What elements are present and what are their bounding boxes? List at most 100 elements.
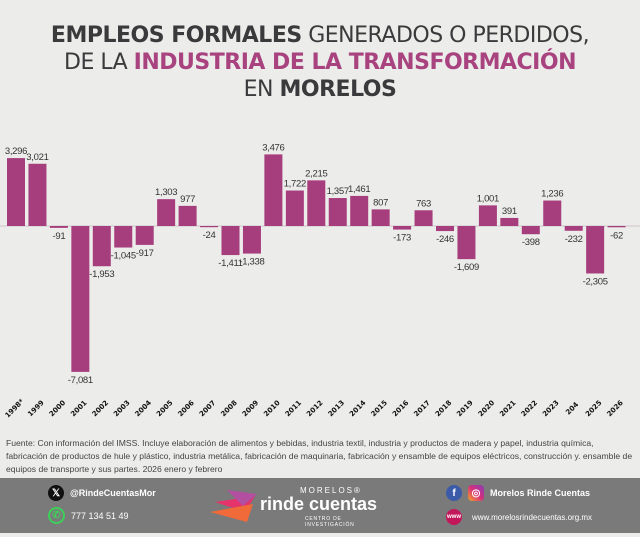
x-tick-label: 2022 [520,399,540,419]
bar-1999 [28,163,47,226]
x-tick-label: 2017 [412,399,432,419]
x-tick-label: 2014 [348,399,368,419]
title-bold: MORELOS [279,77,397,102]
footer: 𝕏 @RindeCuentasMor ✆ 777 134 51 49 MOREL… [0,478,640,533]
data-label: -1,609 [454,262,479,273]
data-label: -62 [610,230,623,241]
data-label: -246 [436,234,454,245]
bar-2010 [264,154,283,226]
x-tick-label: 2012 [305,399,325,419]
x-tick-label: 2018 [434,399,454,419]
logo-sub: CENTRO DE INVESTIGACIÓN [305,516,355,528]
data-label: -1,338 [239,257,264,268]
bar-2015 [371,209,390,226]
chart-title: EMPLEOS FORMALES GENERADOS O PERDIDOS, D… [0,22,640,103]
x-tick-label: 2015 [370,399,390,419]
whatsapp-contact[interactable]: ✆ 777 134 51 49 [48,507,129,524]
x-tick-label: 2019 [455,399,475,419]
bar-2000 [49,226,68,228]
data-label: -173 [393,233,411,244]
bar-2007 [200,226,219,228]
x-tick-label: 2016 [391,399,411,419]
data-label: -24 [203,230,216,241]
bar-2017 [414,210,433,226]
logo-main: rinde cuentas [260,494,378,514]
x-tick-label: 2011 [284,399,304,419]
data-label: 807 [373,197,388,208]
data-label: 3,021 [26,152,48,163]
x-tick-label: 2009 [241,399,261,419]
bar-2013 [328,198,347,226]
x-tick-label: 2006 [176,399,196,419]
x-tick-label: 2003 [112,399,132,419]
x-tick-label: 2007 [198,399,218,419]
website-link[interactable]: www www.morelosrindecuentas.org.mx [446,509,592,525]
x-tick-label: 2008 [219,399,239,419]
data-label: -1,411 [218,258,242,269]
data-label: 1,461 [348,184,370,195]
instagram-icon: ◎ [468,485,484,501]
bar-1998* [7,158,25,226]
bar-2018 [436,226,454,232]
social-contact[interactable]: f ◎ Morelos Rinde Cuentas [446,485,590,501]
bar-2023 [543,200,562,226]
data-label: 1,303 [155,187,177,198]
x-tick-label: 204 [564,401,580,417]
website-url: www.morelosrindecuentas.org.mx [472,512,593,522]
bar-2014 [350,195,369,226]
x-tick-label: 2021 [498,399,518,419]
title-light: GENERADOS O PERDIDOS, [308,23,590,48]
data-label: -398 [522,237,540,248]
bar-2022 [521,226,540,235]
x-tick-label: 2000 [48,399,68,419]
data-label: 1,357 [327,186,349,197]
title-highlight: INDUSTRIA DE LA TRANSFORMACIÓN [133,50,577,75]
data-label: -91 [52,231,65,242]
bar-2020 [478,205,497,226]
title-light: EN [243,77,274,102]
logo-top: MORELOS® [300,486,362,495]
x-tick-label: 2025 [584,399,604,419]
title-light: DE LA [64,50,128,75]
bar-204 [564,226,583,231]
x-icon: 𝕏 [48,485,64,501]
data-label: -232 [565,234,583,245]
data-label: 3,296 [5,146,27,157]
x-tick-label: 2005 [155,399,175,419]
whatsapp-number: 777 134 51 49 [71,510,129,521]
data-label: 1,722 [284,179,306,190]
data-label: 977 [180,194,195,205]
data-label: -1,045 [111,251,136,262]
logo: MORELOS® rinde cuentas CENTRO DE INVESTI… [205,482,385,530]
data-label: 391 [502,206,517,217]
bar-2026 [607,226,626,228]
x-tick-label: 2010 [262,399,282,419]
bar-2006 [178,205,197,226]
data-label: -917 [136,248,154,259]
data-label: 3,476 [262,142,284,153]
bar-2011 [285,190,304,226]
source-note: Fuente: Con información del IMSS. Incluy… [6,438,633,474]
data-label: 1,001 [477,193,499,204]
x-tick-label: 2020 [477,399,497,419]
x-tick-label: 2023 [541,399,561,419]
x-tick-label: 2004 [134,399,154,419]
facebook-icon: f [446,485,462,501]
bar-2008 [221,226,240,256]
x-tick-label: 2026 [605,399,625,419]
bar-2005 [157,199,176,226]
whatsapp-icon: ✆ [48,507,65,524]
social-name: Morelos Rinde Cuentas [490,488,591,498]
twitter-contact[interactable]: 𝕏 @RindeCuentasMor [48,485,156,501]
data-label: 763 [416,198,431,209]
bar-2001 [71,226,90,372]
data-label: -1,953 [89,269,114,280]
bar-2002 [92,226,111,267]
x-tick-label: 2013 [327,399,347,419]
bar-2004 [135,226,154,245]
data-label: 2,215 [305,168,327,179]
twitter-handle: @RindeCuentasMor [70,488,156,498]
bar-2009 [242,226,261,254]
bar-2019 [457,226,476,260]
bar-2003 [114,226,133,248]
